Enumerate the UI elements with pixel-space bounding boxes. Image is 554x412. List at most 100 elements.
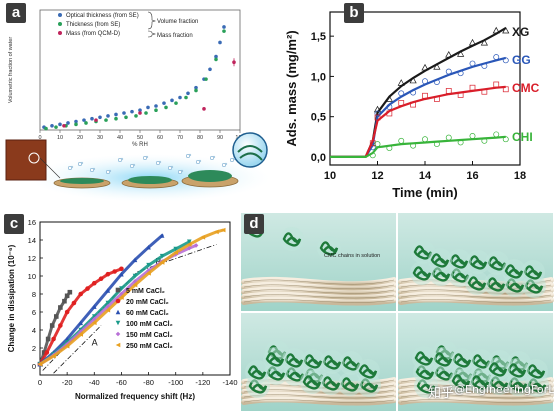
cmc-coil (358, 364, 378, 379)
data-point-cmc (457, 92, 464, 98)
cmc-coil (467, 276, 487, 291)
x-axis-label-b: Time (min) (392, 185, 458, 200)
panel-a-chart: 0102030405060708090100 % RH Volumetric f… (5, 9, 270, 202)
data-point-xg (480, 38, 488, 46)
data-point-c (159, 233, 165, 238)
data-point-c (44, 350, 50, 355)
data-point-c (193, 243, 199, 248)
data-point-a (138, 108, 142, 113)
data-point-a (194, 88, 198, 93)
legend-label-c: 150 mM CaCl₂ (126, 332, 173, 339)
cmc-coil (282, 232, 302, 247)
cmc-coil (468, 255, 488, 270)
data-point-a (114, 112, 118, 117)
data-point-c (146, 271, 151, 276)
data-point-cmc (374, 114, 381, 121)
data-point-a (106, 114, 110, 118)
data-point-a (178, 95, 182, 100)
data-point-chi (481, 137, 488, 144)
data-point-cmc (386, 110, 393, 117)
data-point-cmc (502, 86, 509, 93)
data-point-a (130, 109, 134, 114)
y-tick-label-b: 0,0 (311, 152, 326, 164)
data-point-c (98, 276, 104, 281)
y-tick-label-c: 10 (28, 272, 36, 281)
legend-label-optical: Optical thickness (from SE) (66, 13, 139, 19)
data-point-xg (385, 95, 393, 102)
cmc-coil (247, 365, 267, 380)
film-dry (60, 178, 104, 184)
data-point-xg (468, 38, 477, 46)
x-tick-label-a: 80 (197, 135, 203, 141)
data-point-c (64, 309, 70, 315)
cmc-annotation: CMC chains in solution (324, 253, 380, 259)
water-droplet (170, 165, 174, 169)
cmc-coil (504, 264, 524, 279)
fibre-outline (400, 399, 552, 403)
cmc-coil (526, 364, 546, 379)
data-point-xg (409, 76, 417, 84)
data-point-a (164, 105, 168, 110)
legend-marker-thickness (58, 22, 62, 26)
zoom-bubble (232, 132, 268, 168)
series-label-chi: CHI (512, 130, 533, 144)
cmc-coil (303, 354, 323, 369)
data-point-cmc (410, 101, 416, 108)
film-wet (188, 170, 232, 182)
data-point-a (82, 118, 86, 122)
data-point-a (208, 67, 212, 72)
x-tick-label-c: -140 (222, 378, 237, 387)
cmc-coil (340, 377, 360, 392)
data-point-c (146, 262, 151, 268)
plot-frame-c (39, 221, 231, 376)
x-tick-label-c: -40 (89, 378, 100, 387)
water-droplet (232, 157, 236, 161)
data-point-a (54, 125, 58, 129)
cmc-coil (488, 362, 508, 377)
y-tick-label-c: 16 (28, 218, 36, 227)
data-point-xg (457, 50, 465, 57)
cmc-coil (321, 376, 341, 391)
data-point-a (94, 118, 98, 122)
water-droplet (132, 163, 136, 167)
y-tick-label-c: 6 (32, 308, 36, 317)
annotation-b: B (155, 256, 161, 266)
cmc-coil (412, 266, 432, 281)
data-point-a (90, 116, 94, 121)
data-point-c (173, 246, 179, 252)
cmc-coil (265, 352, 285, 367)
watermark-handle: @EngineeringForLife (454, 383, 554, 396)
data-point-c (53, 314, 59, 319)
panel-d: CMC chains in solution d 知乎 @Engineering… (240, 212, 554, 412)
data-point-cmc (434, 96, 440, 102)
data-point-c (78, 320, 84, 326)
y-tick-label-b: 1,5 (311, 31, 326, 43)
data-point-a (104, 118, 108, 122)
brace-volume (147, 11, 156, 30)
data-point-c (78, 332, 84, 337)
data-point-c (115, 342, 121, 348)
fibre-outline (243, 289, 395, 294)
data-point-c (115, 309, 121, 315)
data-point-c (105, 300, 111, 306)
data-point-c (159, 253, 165, 259)
legend-label-mass: Mass (from QCM-D) (66, 31, 120, 37)
data-point-chi (374, 141, 381, 148)
data-point-c (91, 314, 97, 319)
cmc-coil (486, 277, 506, 292)
panel-c-chart: 0 -20 -40 -60 -80 -100 -120 -140 0 2 4 6 8 10 12 14 16 No… (7, 218, 238, 401)
y-tick-label-b: 0,5 (311, 112, 326, 124)
y-tick-label-c: 14 (28, 236, 36, 245)
panel-b-chart: 10 12 14 16 18 0,0 0,5 1,0 1,5 Time (min) Ads. mas… (284, 11, 540, 200)
data-point-a (144, 111, 148, 115)
watermark-zhihu: 知乎 (428, 386, 455, 401)
legend-label-c: 20 mM CaCl₂ (126, 299, 169, 306)
data-point-c (62, 298, 67, 304)
data-point-a (124, 115, 128, 120)
data-point-c (105, 271, 111, 277)
cmc-coil (341, 356, 361, 371)
water-droplet (92, 167, 96, 171)
data-point-a (202, 107, 206, 111)
data-point-gg (374, 110, 381, 117)
